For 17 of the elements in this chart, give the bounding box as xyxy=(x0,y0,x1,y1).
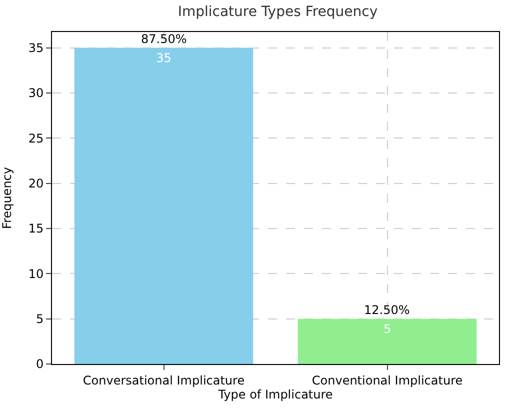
data-label: 35 xyxy=(156,50,172,65)
y-tick-label: 20 xyxy=(28,176,44,191)
chart-title: Implicature Types Frequency xyxy=(178,4,378,20)
y-tick-label: 25 xyxy=(28,131,44,146)
annotation: 12.50% xyxy=(364,303,410,317)
x-tick-label: Conventional Implicature xyxy=(312,373,463,388)
x-axis-title: Type of Implicature xyxy=(217,387,333,402)
y-tick-label: 15 xyxy=(28,222,44,236)
y-tick-label: 5 xyxy=(36,312,44,326)
y-tick-label: 10 xyxy=(28,266,44,281)
y-tick-label: 0 xyxy=(36,357,44,372)
data-label: 5 xyxy=(383,322,392,336)
annotation: 87.50% xyxy=(141,32,187,46)
y-tick-label: 35 xyxy=(28,41,44,56)
x-tick-label: Conversational Implicature xyxy=(82,373,245,388)
y-axis-title: Frequency xyxy=(0,167,14,229)
y-tick-label: 30 xyxy=(28,86,44,100)
